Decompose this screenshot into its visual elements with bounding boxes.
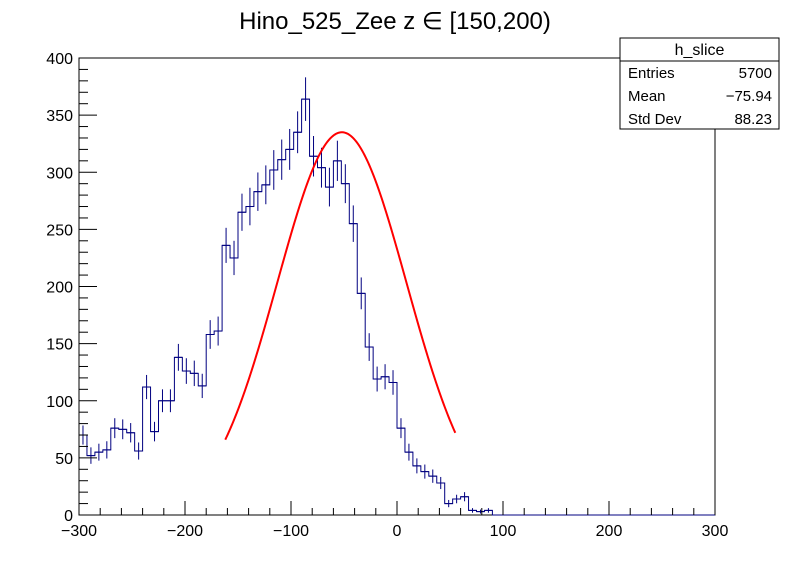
y-tick-label: 300 [46, 165, 73, 182]
y-tick-label: 100 [46, 394, 73, 411]
stats-box-title: h_slice [675, 42, 725, 59]
x-tick-label: −200 [167, 523, 203, 540]
fit-curve [224, 131, 457, 441]
stats-entries-label: Entries [628, 65, 675, 82]
x-tick-label: 0 [393, 523, 402, 540]
stats-box-frame [619, 37, 780, 130]
y-tick-label: 50 [55, 451, 73, 468]
x-tick-label: −300 [61, 523, 97, 540]
stats-box: h_slice Entries 5700 Mean −75.94 Std Dev… [619, 37, 780, 130]
x-tick-label: 200 [596, 523, 623, 540]
chart-title: Hino_525_Zee z ∈ [150,200) [239, 8, 551, 35]
stats-entries-value: 5700 [739, 65, 772, 82]
y-tick-label: 0 [64, 508, 73, 525]
axis-ticks: −300 −200 −100 0 100 200 300 0 50 100 150 200 250 300… [46, 51, 728, 540]
gaussian-fit [224, 131, 457, 441]
x-tick-label: 100 [490, 523, 517, 540]
y-tick-label: 150 [46, 337, 73, 354]
error-bars [82, 77, 489, 514]
stats-stddev-label: Std Dev [628, 111, 682, 128]
stats-mean-value: −75.94 [726, 88, 772, 105]
x-tick-label: −100 [273, 523, 309, 540]
histogram-outline [79, 98, 715, 516]
stats-mean-label: Mean [628, 88, 666, 105]
y-tick-label: 350 [46, 108, 73, 125]
histogram-series [79, 98, 715, 516]
stats-stddev-value: 88.23 [734, 111, 772, 128]
y-tick-label: 200 [46, 280, 73, 297]
y-tick-label: 400 [46, 51, 73, 68]
x-tick-label: 300 [702, 523, 729, 540]
y-tick-label: 250 [46, 222, 73, 239]
